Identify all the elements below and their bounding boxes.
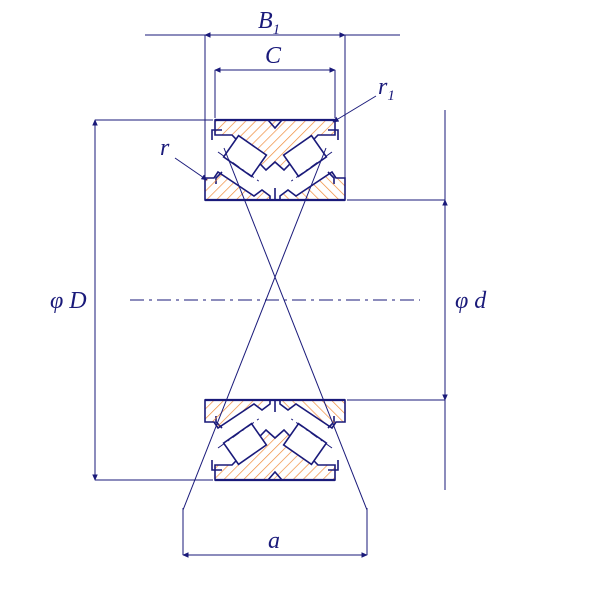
label-phid: φ d: [455, 288, 487, 314]
label-B1: B: [258, 8, 273, 34]
dim-B1: B1: [145, 8, 400, 195]
label-C: C: [265, 43, 282, 69]
svg-text:r1: r1: [378, 74, 395, 104]
label-B1-sub: 1: [273, 22, 281, 38]
inner-ring-top-right: [280, 172, 345, 200]
label-r: r: [160, 135, 170, 161]
label-phiD: φ D: [50, 288, 87, 314]
inner-ring-bot-right: [280, 400, 345, 428]
inner-ring-top-left: [205, 172, 270, 200]
inner-ring-bot-left: [205, 400, 270, 428]
label-a: a: [268, 528, 280, 554]
label-r-group: r: [160, 135, 207, 180]
label-r1-sub: 1: [387, 88, 395, 104]
svg-text:B1: B1: [258, 8, 280, 38]
dim-phid: φ d: [347, 110, 487, 490]
dim-a: a: [183, 508, 367, 555]
bearing-diagram: B1 C r r1 φ D φ d a: [0, 0, 600, 600]
dim-C: C: [215, 43, 335, 118]
label-r1-group: r1: [333, 74, 395, 122]
